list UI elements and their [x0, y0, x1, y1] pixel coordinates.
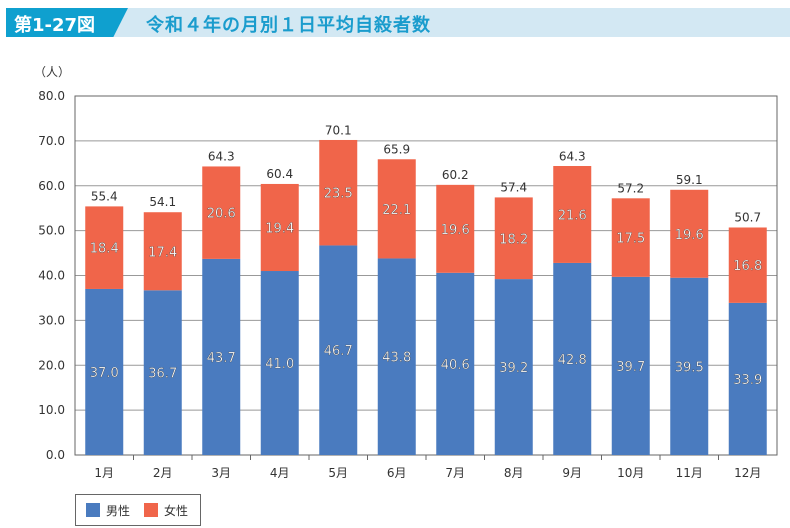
- x-tick-label: 9月: [562, 466, 582, 480]
- bar-male: [202, 258, 241, 455]
- data-label: 37.0: [90, 366, 119, 381]
- data-label: 17.5: [616, 232, 645, 247]
- bar-female: [260, 183, 299, 272]
- total-label: 64.3: [559, 149, 586, 163]
- bar-male: [85, 288, 124, 455]
- bar-male: [143, 290, 182, 455]
- legend-label-female: 女性: [164, 503, 189, 518]
- y-tick-label: 60.0: [38, 179, 65, 193]
- data-label: 18.4: [90, 242, 119, 257]
- bar-male: [436, 272, 475, 455]
- bar-female: [143, 212, 182, 291]
- header-band: [6, 8, 790, 37]
- total-label: 50.7: [734, 210, 761, 224]
- legend-swatch-female: [144, 503, 159, 517]
- data-label: 46.7: [324, 344, 353, 359]
- y-tick-label: 30.0: [38, 313, 65, 327]
- data-label: 40.6: [441, 358, 470, 373]
- x-tick-label: 8月: [504, 466, 524, 480]
- y-axis-label: （人）: [34, 65, 70, 79]
- total-label: 57.2: [617, 181, 644, 195]
- bar-female: [494, 197, 533, 280]
- bar-female: [436, 184, 475, 273]
- data-label: 41.0: [265, 357, 294, 372]
- bar-male: [494, 279, 533, 455]
- y-tick-label: 10.0: [38, 403, 65, 417]
- y-tick-label: 40.0: [38, 269, 65, 283]
- data-label: 19.6: [675, 228, 704, 243]
- total-label: 70.1: [325, 123, 352, 137]
- data-label: 23.5: [324, 187, 353, 202]
- y-tick-label: 0.0: [46, 448, 65, 462]
- data-label: 42.8: [558, 353, 587, 368]
- y-tick-label: 70.0: [38, 134, 65, 148]
- x-tick-label: 12月: [734, 466, 761, 480]
- data-label: 36.7: [148, 367, 177, 382]
- legend: 男性 女性: [75, 494, 201, 526]
- bar-male: [260, 271, 299, 455]
- y-tick-label: 20.0: [38, 358, 65, 372]
- legend-label-male: 男性: [106, 503, 131, 518]
- data-label: 39.5: [675, 360, 704, 375]
- chart-title: 令和４年の月別１日平均自殺者数: [146, 15, 431, 36]
- y-tick-label: 50.0: [38, 224, 65, 238]
- data-label: 39.2: [499, 361, 528, 376]
- data-label: 20.6: [207, 207, 236, 222]
- y-tick-label: 80.0: [38, 89, 65, 103]
- total-label: 65.9: [383, 142, 410, 156]
- bar-male: [319, 245, 358, 455]
- data-label: 39.7: [616, 360, 645, 375]
- total-label: 60.2: [442, 168, 469, 182]
- x-tick-label: 10月: [617, 466, 644, 480]
- x-tick-label: 6月: [387, 466, 407, 480]
- bar-female: [611, 198, 650, 277]
- bar-male: [728, 302, 767, 455]
- data-label: 21.6: [558, 208, 587, 223]
- bar-male: [377, 258, 416, 455]
- data-label: 33.9: [733, 373, 762, 388]
- data-label: 19.6: [441, 223, 470, 238]
- bar-female: [202, 166, 241, 259]
- total-label: 64.3: [208, 149, 235, 163]
- data-label: 16.8: [733, 259, 762, 274]
- figure-number: 第1-27図: [14, 15, 96, 36]
- total-label: 60.4: [266, 167, 293, 181]
- bar-female: [319, 139, 358, 246]
- x-tick-label: 4月: [270, 466, 290, 480]
- data-label: 43.8: [382, 351, 411, 366]
- x-tick-label: 7月: [445, 466, 465, 480]
- x-tick-label: 11月: [676, 466, 703, 480]
- bar-female: [670, 189, 709, 278]
- data-label: 18.2: [499, 232, 528, 247]
- bar-female: [85, 206, 124, 289]
- total-label: 54.1: [149, 195, 176, 209]
- data-label: 19.4: [265, 221, 294, 236]
- legend-swatch-male: [86, 503, 100, 517]
- bar-male: [670, 277, 709, 455]
- x-tick-label: 2月: [153, 466, 173, 480]
- x-tick-label: 5月: [328, 466, 348, 480]
- data-label: 17.4: [148, 245, 177, 260]
- figure-tab: [6, 8, 128, 37]
- bar-male: [553, 262, 592, 455]
- bar-female: [553, 166, 592, 263]
- total-label: 57.4: [500, 180, 527, 194]
- data-label: 22.1: [382, 203, 411, 218]
- x-tick-label: 3月: [211, 466, 231, 480]
- total-label: 59.1: [676, 173, 703, 187]
- bar-female: [377, 159, 416, 259]
- x-tick-label: 1月: [94, 466, 114, 480]
- bar-male: [611, 276, 650, 455]
- total-label: 55.4: [91, 189, 118, 203]
- bar-female: [728, 227, 767, 303]
- data-label: 43.7: [207, 351, 236, 366]
